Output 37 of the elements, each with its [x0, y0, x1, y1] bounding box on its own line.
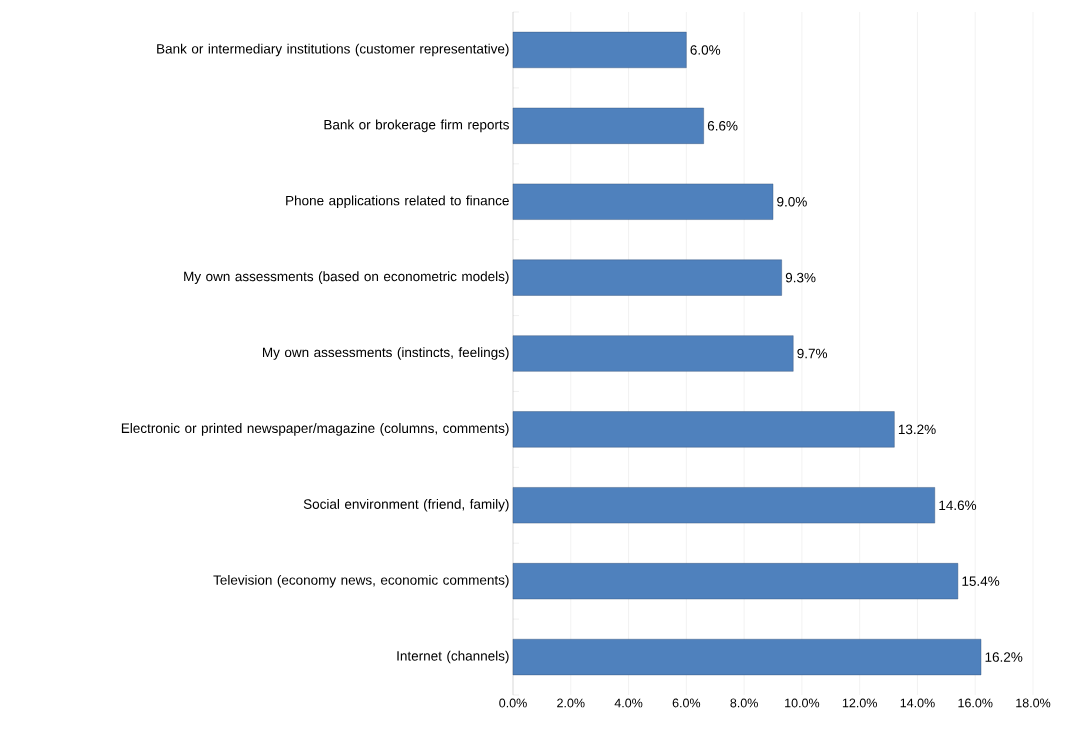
data-label: 6.6%	[707, 121, 738, 131]
bar	[512, 639, 982, 676]
x-tick-label: 4.0%	[614, 698, 643, 708]
x-tick-label: 18.0%	[1016, 698, 1051, 708]
bar	[512, 183, 774, 220]
bar	[512, 107, 704, 144]
data-label: 6.0%	[690, 45, 721, 55]
data-label: 14.6%	[939, 500, 977, 511]
x-tick-label: 16.0%	[958, 698, 993, 708]
bar	[512, 487, 935, 524]
x-tick-label: 10.0%	[785, 698, 820, 708]
x-tick-label: 6.0%	[672, 698, 701, 708]
y-tick-label: Internet (channels)	[397, 650, 509, 664]
bar	[512, 335, 794, 372]
x-tick-label: 12.0%	[842, 698, 877, 708]
y-tick-label: My own assessments (based on econometric models)	[184, 271, 509, 284]
data-label: 16.2%	[985, 652, 1023, 662]
y-tick-label: Bank or brokerage firm reports	[324, 119, 509, 133]
bar	[512, 31, 687, 68]
bar	[512, 563, 959, 600]
data-label: 9.3%	[785, 272, 816, 283]
data-label: 15.4%	[962, 576, 1000, 586]
y-tick-label: Electronic or printed newspaper/magazine (columns, comments)	[121, 423, 509, 436]
x-tick-label: 14.0%	[900, 698, 935, 708]
data-label: 9.7%	[797, 348, 828, 359]
bar	[512, 259, 782, 296]
y-tick-label: Bank or intermediary institutions (customer representative)	[157, 43, 509, 57]
y-tick-label: Phone applications related to finance	[286, 195, 509, 209]
y-tick-label: Social environment (friend, family)	[303, 498, 509, 512]
data-label: 13.2%	[898, 424, 936, 435]
x-tick-label: 2.0%	[557, 698, 585, 708]
y-tick-label: Television (economy news, economic comments)	[213, 574, 509, 588]
bar	[512, 411, 895, 448]
data-label: 9.0%	[777, 196, 807, 207]
x-tick-label: 0.0%	[499, 698, 527, 708]
x-tick-label: 8.0%	[730, 698, 758, 708]
y-tick-label: My own assessments (instincts, feelings)	[263, 347, 509, 360]
